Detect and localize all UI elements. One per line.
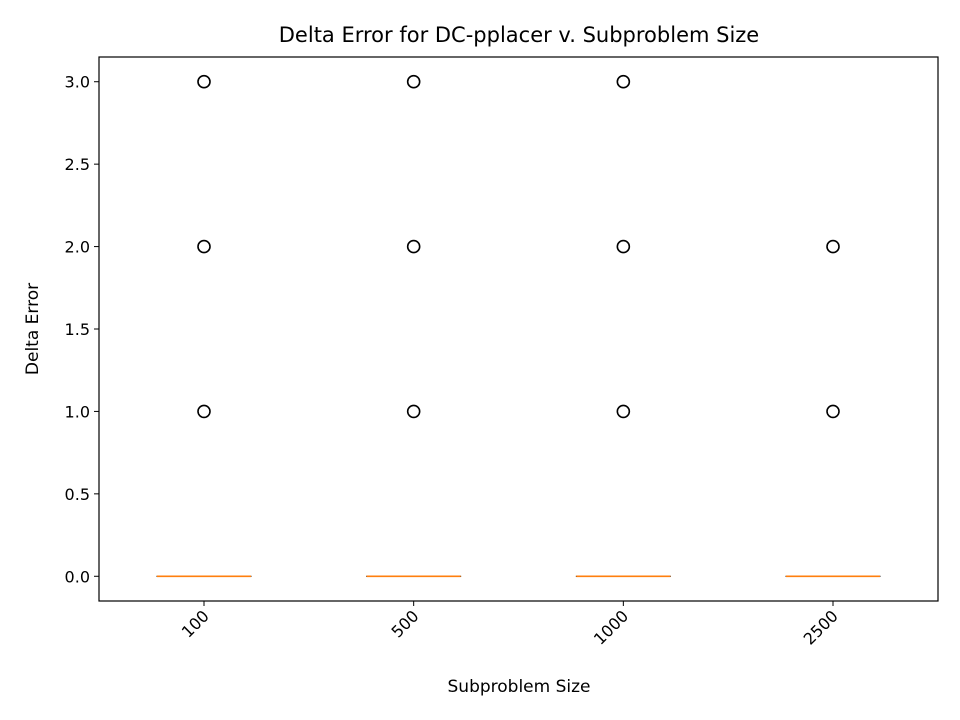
outlier-point-500 — [406, 239, 421, 254]
outlier-point-1000 — [616, 404, 631, 419]
y-axis-label: Delta Error — [23, 283, 43, 375]
outlier-point-500 — [406, 404, 421, 419]
y-tick-label: 2.5 — [65, 155, 90, 174]
outlier-point-500 — [406, 74, 421, 89]
x-tick-label: 2500 — [800, 606, 842, 648]
outlier-point-100 — [197, 74, 211, 89]
outlier-point-1000 — [616, 74, 631, 89]
box-group-2500 — [785, 239, 881, 578]
box-group-100 — [156, 74, 252, 578]
plot-area-frame — [98, 56, 939, 602]
x-axis-label: Subproblem Size — [448, 677, 591, 697]
y-tick-label: 1.5 — [65, 320, 90, 339]
y-tick-label: 2.0 — [65, 238, 90, 257]
outlier-point-100 — [197, 404, 211, 419]
y-tick-label: 0.0 — [65, 567, 90, 586]
y-tick-label: 1.0 — [65, 402, 90, 421]
box-group-500 — [366, 74, 462, 578]
outlier-point-2500 — [826, 404, 840, 419]
x-tick-label: 100 — [178, 606, 213, 641]
outlier-point-2500 — [826, 239, 840, 254]
chart-title: Delta Error for DC-pplacer v. Subproblem… — [279, 23, 759, 47]
y-tick-label: 0.5 — [65, 485, 90, 504]
y-tick-label: 3.0 — [65, 73, 90, 92]
x-tick-label: 1000 — [590, 606, 632, 648]
outlier-point-1000 — [616, 239, 631, 254]
box-group-1000 — [575, 74, 671, 578]
x-tick-label: 500 — [387, 606, 422, 641]
outlier-point-100 — [197, 239, 211, 254]
